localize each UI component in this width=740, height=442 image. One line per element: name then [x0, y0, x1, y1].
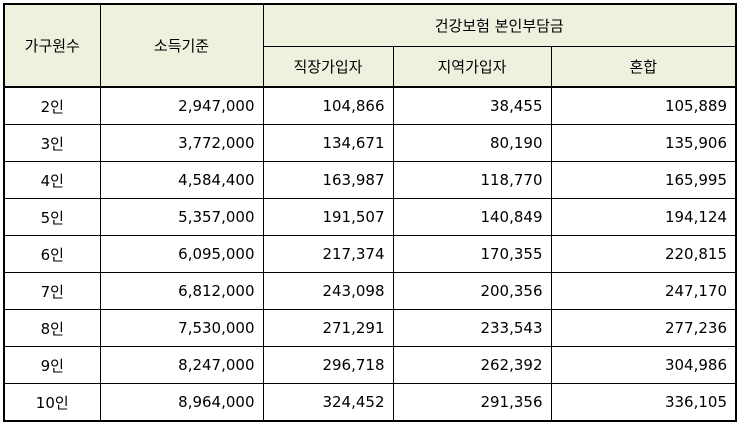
cell-income: 8,247,000 [99, 346, 264, 384]
cell-income: 6,095,000 [99, 235, 264, 273]
cell-income: 3,772,000 [99, 124, 264, 162]
cell-employee: 191,507 [262, 198, 394, 236]
cell-income: 8,964,000 [99, 383, 264, 422]
cell-household: 4인 [3, 161, 101, 199]
cell-employee: 271,291 [262, 309, 394, 347]
cell-regional: 262,392 [392, 346, 552, 384]
table-row: 9인 8,247,000 296,718 262,392 304,986 [3, 346, 737, 384]
header-mixed: 혼합 [550, 46, 737, 88]
cell-mixed: 105,889 [550, 86, 737, 125]
table-row: 10인 8,964,000 324,452 291,356 336,105 [3, 383, 737, 422]
table-row: 5인 5,357,000 191,507 140,849 194,124 [3, 198, 737, 236]
header-income: 소득기준 [99, 3, 264, 88]
cell-regional: 80,190 [392, 124, 552, 162]
cell-employee: 104,866 [262, 86, 394, 125]
cell-household: 3인 [3, 124, 101, 162]
cell-employee: 217,374 [262, 235, 394, 273]
cell-employee: 296,718 [262, 346, 394, 384]
cell-regional: 170,355 [392, 235, 552, 273]
cell-household: 9인 [3, 346, 101, 384]
cell-mixed: 336,105 [550, 383, 737, 422]
cell-income: 6,812,000 [99, 272, 264, 310]
cell-mixed: 135,906 [550, 124, 737, 162]
header-employee: 직장가입자 [262, 46, 394, 88]
cell-mixed: 304,986 [550, 346, 737, 384]
health-insurance-table: 가구원수 소득기준 건강보험 본인부담금 직장가입자 지역가입자 혼합 2인 2… [3, 3, 737, 422]
cell-income: 7,530,000 [99, 309, 264, 347]
table-row: 8인 7,530,000 271,291 233,543 277,236 [3, 309, 737, 347]
cell-mixed: 220,815 [550, 235, 737, 273]
cell-employee: 134,671 [262, 124, 394, 162]
table-row: 6인 6,095,000 217,374 170,355 220,815 [3, 235, 737, 273]
cell-mixed: 247,170 [550, 272, 737, 310]
table-row: 2인 2,947,000 104,866 38,455 105,889 [3, 86, 737, 125]
cell-income: 4,584,400 [99, 161, 264, 199]
cell-household: 7인 [3, 272, 101, 310]
cell-employee: 243,098 [262, 272, 394, 310]
cell-mixed: 165,995 [550, 161, 737, 199]
cell-regional: 140,849 [392, 198, 552, 236]
cell-regional: 38,455 [392, 86, 552, 125]
header-household: 가구원수 [3, 3, 101, 88]
header-regional: 지역가입자 [392, 46, 552, 88]
cell-income: 5,357,000 [99, 198, 264, 236]
cell-household: 5인 [3, 198, 101, 236]
cell-employee: 324,452 [262, 383, 394, 422]
table-row: 4인 4,584,400 163,987 118,770 165,995 [3, 161, 737, 199]
cell-regional: 118,770 [392, 161, 552, 199]
cell-income: 2,947,000 [99, 86, 264, 125]
table-header: 가구원수 소득기준 건강보험 본인부담금 직장가입자 지역가입자 혼합 [3, 3, 737, 88]
cell-household: 8인 [3, 309, 101, 347]
cell-mixed: 194,124 [550, 198, 737, 236]
table-row: 7인 6,812,000 243,098 200,356 247,170 [3, 272, 737, 310]
table-body: 2인 2,947,000 104,866 38,455 105,889 3인 3… [3, 86, 737, 422]
cell-household: 10인 [3, 383, 101, 422]
cell-regional: 291,356 [392, 383, 552, 422]
cell-household: 2인 [3, 86, 101, 125]
cell-regional: 233,543 [392, 309, 552, 347]
header-insurance-group: 건강보험 본인부담금 [262, 3, 737, 47]
cell-regional: 200,356 [392, 272, 552, 310]
cell-employee: 163,987 [262, 161, 394, 199]
table-container: 가구원수 소득기준 건강보험 본인부담금 직장가입자 지역가입자 혼합 2인 2… [3, 3, 737, 422]
cell-household: 6인 [3, 235, 101, 273]
table-row: 3인 3,772,000 134,671 80,190 135,906 [3, 124, 737, 162]
cell-mixed: 277,236 [550, 309, 737, 347]
